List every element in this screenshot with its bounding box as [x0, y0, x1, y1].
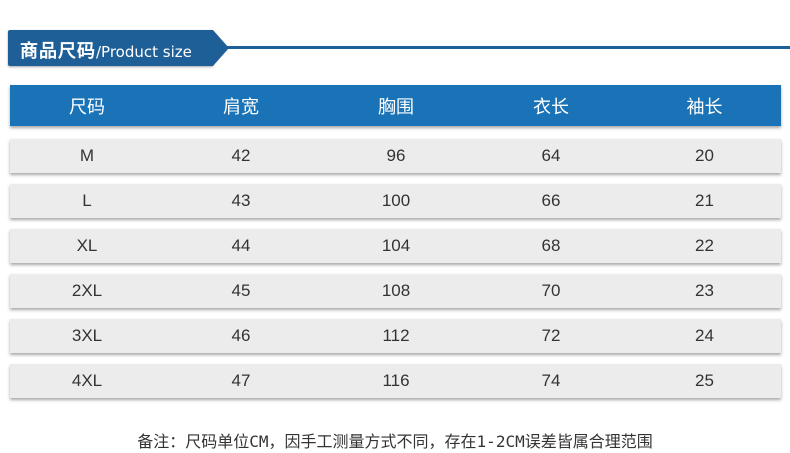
cell-shoulder: 43: [231, 191, 251, 210]
cell-chest: 108: [381, 281, 411, 300]
cell-length: 66: [541, 191, 561, 210]
cell-shoulder: 42: [231, 146, 251, 165]
table-row: XL 44 104 68 22: [10, 229, 781, 263]
section-title: 商品尺码/Product size: [20, 37, 192, 63]
table-row: M 42 96 64 20: [10, 139, 781, 173]
cell-chest: 100: [381, 191, 411, 210]
cell-shoulder: 44: [231, 236, 251, 255]
table-row: L 43 100 66 21: [10, 184, 781, 218]
cell-sleeve: 24: [695, 326, 714, 345]
cell-length: 72: [541, 326, 561, 345]
cell-length: 70: [541, 281, 561, 300]
cell-shoulder: 47: [231, 371, 251, 390]
cell-chest: 116: [382, 371, 410, 390]
cell-size: 4XL: [71, 371, 103, 390]
measurement-note: 备注：尺码单位CM，因手工测量方式不同，存在1-2CM误差皆属合理范围: [137, 432, 653, 451]
cell-sleeve: 23: [695, 281, 714, 300]
header-chest: 胸围: [378, 96, 414, 118]
header-sleeve: 袖长: [686, 96, 723, 118]
cell-size: XL: [76, 236, 98, 255]
cell-sleeve: 21: [695, 191, 714, 210]
title-divider: [222, 46, 790, 49]
cell-size: L: [82, 191, 92, 210]
table-row: 3XL 46 112 72 24: [10, 319, 781, 353]
cell-chest: 104: [381, 236, 411, 255]
header-shoulder: 肩宽: [223, 96, 259, 118]
cell-size: 2XL: [71, 281, 103, 300]
title-chinese: 商品尺码: [20, 41, 96, 62]
cell-sleeve: 20: [695, 146, 714, 165]
table-row: 2XL 45 108 70 23: [10, 274, 781, 308]
cell-shoulder: 46: [231, 326, 251, 345]
cell-length: 64: [541, 146, 561, 165]
title-english: /Product size: [96, 43, 192, 61]
header-length: 衣长: [533, 96, 569, 118]
cell-chest: 96: [386, 146, 406, 165]
cell-length: 74: [541, 371, 561, 390]
table-header: 尺码 肩宽 胸围 衣长 袖长: [10, 85, 781, 126]
size-table: 尺码 肩宽 胸围 衣长 袖长 M 42 96 64 20 L 43 100 66…: [10, 85, 781, 398]
header-size: 尺码: [69, 96, 105, 118]
table-row: 4XL 47 116 74 25: [10, 364, 781, 398]
cell-shoulder: 45: [231, 281, 251, 300]
cell-size: 3XL: [71, 326, 103, 345]
cell-length: 68: [541, 236, 561, 255]
cell-chest: 112: [382, 326, 410, 345]
cell-sleeve: 25: [695, 371, 714, 390]
title-banner: 商品尺码/Product size: [8, 30, 229, 66]
cell-size: M: [79, 146, 95, 165]
cell-sleeve: 22: [695, 236, 714, 255]
